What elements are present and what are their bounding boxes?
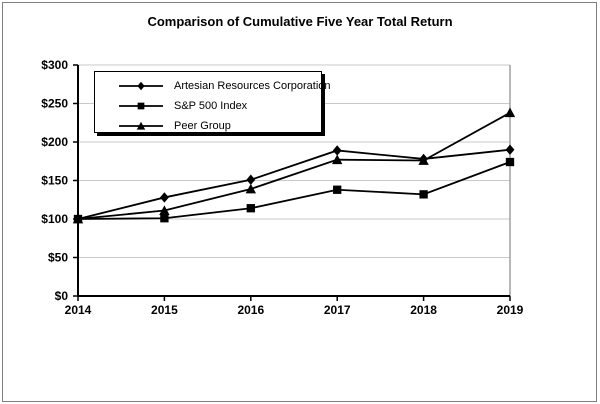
y-axis-label: $100 bbox=[41, 212, 68, 226]
legend-label: S&P 500 Index bbox=[174, 99, 248, 112]
x-axis-label: 2018 bbox=[410, 303, 437, 317]
x-axis-label: 2017 bbox=[324, 303, 351, 317]
x-axis-label: 2014 bbox=[65, 303, 92, 317]
y-axis-label: $250 bbox=[41, 97, 68, 111]
chart-title: Comparison of Cumulative Five Year Total… bbox=[147, 14, 453, 29]
legend-item-sp500: S&P 500 Index bbox=[115, 96, 321, 115]
y-axis-label: $0 bbox=[55, 289, 69, 303]
y-axis-label: $300 bbox=[41, 58, 68, 72]
diamond-marker bbox=[159, 192, 169, 203]
series-line-peer-group bbox=[77, 111, 511, 220]
triangle-marker bbox=[332, 154, 343, 165]
legend-item-artesian: Artesian Resources Corporation bbox=[115, 76, 331, 95]
legend-label: Peer Group bbox=[174, 119, 231, 132]
y-axis-label: $50 bbox=[48, 251, 68, 265]
y-axis-label: $150 bbox=[41, 174, 68, 188]
triangle-marker-icon bbox=[119, 121, 163, 130]
diamond-marker bbox=[505, 144, 515, 155]
square-marker bbox=[419, 190, 428, 199]
x-axis-label: 2016 bbox=[237, 303, 264, 317]
series-line-artesian-resources-corporation bbox=[77, 148, 511, 220]
square-marker bbox=[246, 204, 255, 213]
legend-label: Artesian Resources Corporation bbox=[174, 79, 331, 92]
triangle-marker bbox=[159, 205, 170, 215]
x-axis-label: 2015 bbox=[151, 303, 178, 317]
square-marker bbox=[333, 185, 342, 194]
legend-item-peer-group: Peer Group bbox=[115, 116, 321, 135]
square-marker bbox=[160, 214, 169, 223]
y-axis-label: $200 bbox=[41, 135, 68, 149]
diamond-marker bbox=[246, 174, 256, 185]
diamond-marker bbox=[332, 145, 342, 156]
square-marker-icon bbox=[119, 102, 163, 109]
triangle-marker bbox=[245, 183, 256, 194]
diamond-marker bbox=[73, 213, 83, 225]
chart-legend: Artesian Resources Corporation S&P 500 I… bbox=[94, 71, 331, 135]
series-line-s-p-500-index bbox=[77, 161, 511, 220]
square-marker bbox=[505, 157, 515, 167]
diamond-marker bbox=[419, 153, 429, 165]
triangle-marker bbox=[504, 107, 516, 118]
x-axis-label: 2019 bbox=[497, 303, 524, 317]
diamond-marker-icon bbox=[119, 81, 163, 90]
